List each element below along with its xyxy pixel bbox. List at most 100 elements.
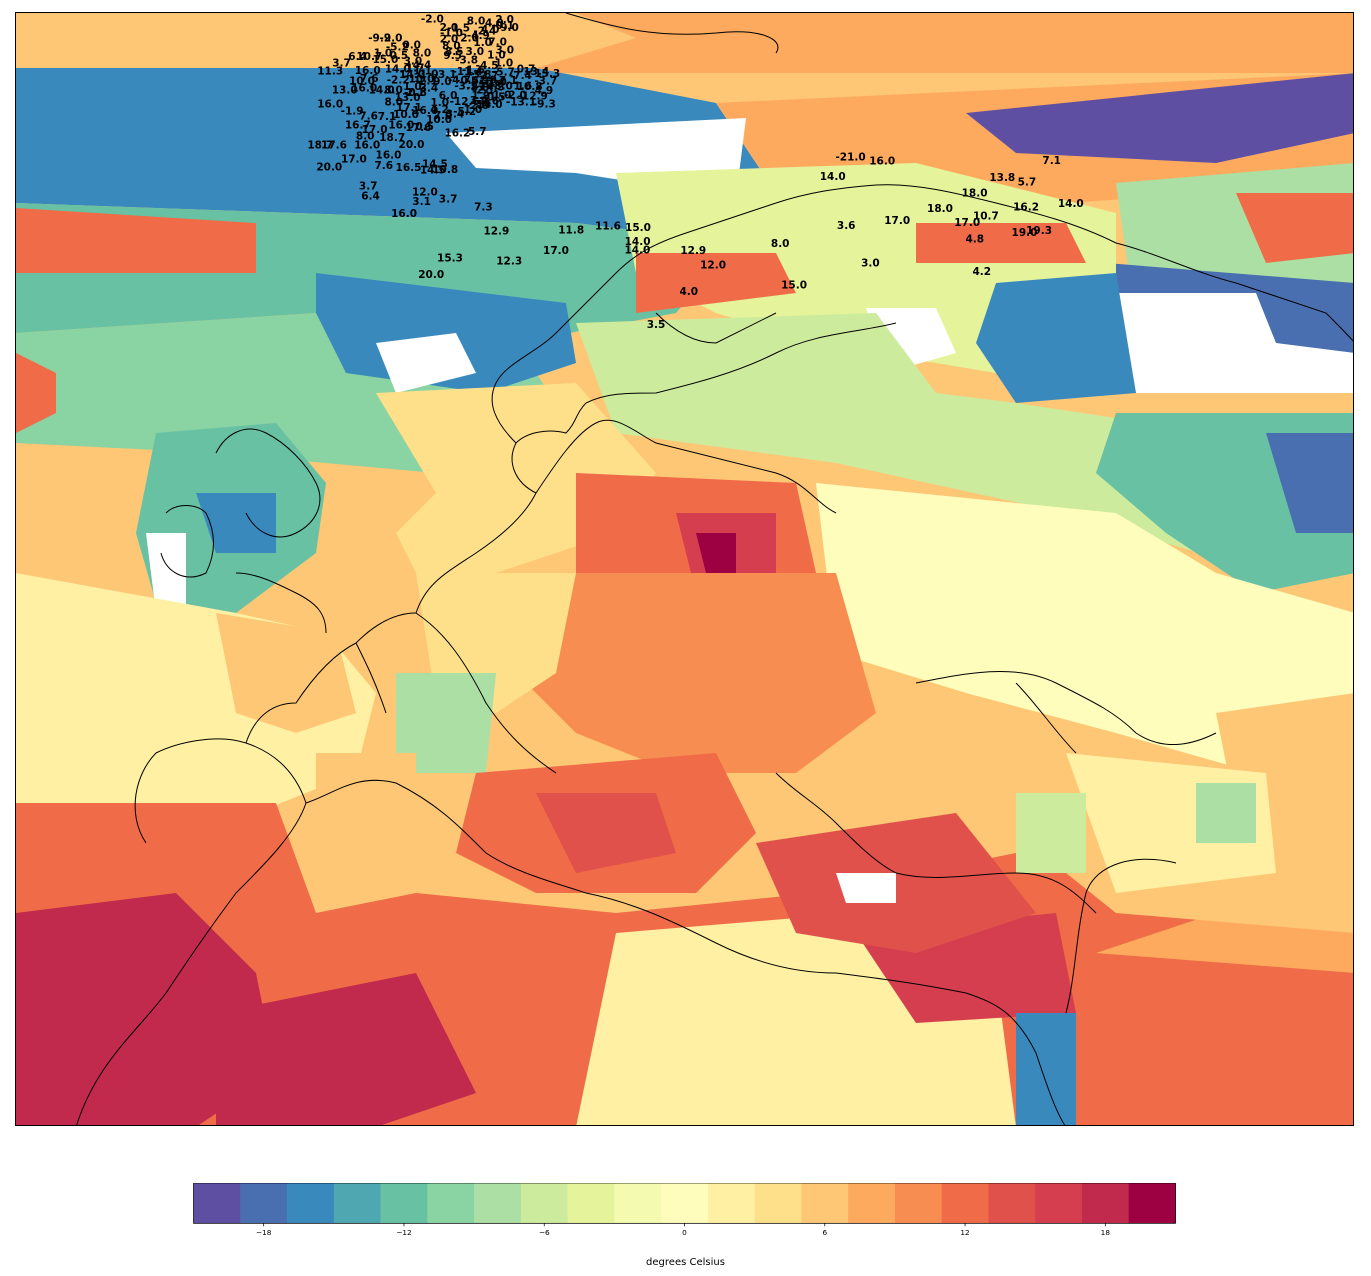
station-value: 14.0 bbox=[399, 69, 425, 81]
station-value: 16.0 bbox=[391, 208, 417, 220]
colorbar-cell bbox=[754, 1183, 802, 1224]
colorbar-tick-label: 18 bbox=[1101, 1228, 1111, 1237]
station-value: 8.0 bbox=[771, 238, 790, 250]
station-value: 4.2 bbox=[430, 104, 449, 116]
station-value: 17.0 bbox=[543, 245, 569, 257]
station-value: 8.0 bbox=[356, 130, 375, 142]
station-value: -2.0 bbox=[421, 13, 444, 25]
temperature-map: 2.0-1.5-2.02.0-1.02.01.02.08.08.59.5-3.8… bbox=[16, 13, 1353, 1125]
station-value: 7.0 bbox=[434, 110, 453, 122]
station-value: -2.0 bbox=[380, 32, 403, 44]
station-value: 7.6 bbox=[374, 160, 393, 172]
station-value: 10.0 bbox=[393, 109, 419, 121]
station-value: 17.0 bbox=[884, 215, 910, 227]
station-value: 3.0 bbox=[861, 258, 880, 270]
colorbar-cell bbox=[567, 1183, 615, 1224]
station-value: 16.0 bbox=[412, 105, 438, 117]
station-value: -3.7 bbox=[534, 76, 557, 88]
station-value: 15.0 bbox=[781, 279, 807, 291]
colorbar-cell bbox=[193, 1183, 241, 1224]
station-value: 0.0 bbox=[402, 39, 421, 51]
station-value: 7.0 bbox=[488, 37, 507, 49]
station-value: -14.3 bbox=[475, 81, 505, 93]
station-value: 14.0 bbox=[369, 84, 395, 96]
station-value: 18.0 bbox=[962, 187, 988, 199]
station-value: -1.9 bbox=[341, 106, 364, 118]
station-value: -5.2 bbox=[386, 42, 409, 54]
station-value: 7.6 bbox=[359, 110, 378, 122]
station-value: 10.7 bbox=[356, 51, 382, 63]
station-value: 4.4 bbox=[413, 60, 432, 72]
station-value: 1.0 bbox=[495, 58, 514, 70]
station-value: 4.9 bbox=[535, 85, 554, 97]
station-value: 12.3 bbox=[496, 256, 522, 268]
station-value: -4.5 bbox=[476, 60, 499, 72]
station-value: 4.0 bbox=[679, 286, 698, 298]
station-value: 8.0 bbox=[384, 96, 403, 108]
station-value: 8.0 bbox=[467, 15, 486, 27]
colorbar-cell bbox=[661, 1183, 709, 1224]
station-value: 11.6 bbox=[595, 221, 621, 233]
colorbar-cell bbox=[333, 1183, 381, 1224]
station-value: -12.6 bbox=[450, 96, 480, 108]
station-value: 18.0 bbox=[927, 203, 953, 215]
colorbar-cell bbox=[240, 1183, 288, 1224]
station-value: 3.5 bbox=[647, 319, 666, 331]
station-value: 7.6 bbox=[360, 73, 379, 85]
station-value: 3.0 bbox=[465, 46, 484, 58]
colorbar-cell bbox=[520, 1183, 568, 1224]
station-value: 6.0 bbox=[439, 90, 458, 102]
colorbar-cell bbox=[427, 1183, 475, 1224]
station-value: 16.0 bbox=[376, 149, 402, 161]
station-value: 1.0 bbox=[464, 104, 483, 116]
station-value: 7.3 bbox=[474, 201, 493, 213]
station-observations: 2.0-1.5-2.02.0-1.02.01.02.08.08.59.5-3.8… bbox=[307, 13, 1083, 331]
station-value: 9.5 bbox=[443, 50, 462, 62]
station-value: 1.9 bbox=[471, 90, 490, 102]
station-value: -5.3 bbox=[467, 75, 490, 87]
station-value: 16.0 bbox=[351, 83, 377, 95]
station-value: 4.0 bbox=[481, 24, 500, 36]
colorbar: −18 −12 −6 0 6 12 18 bbox=[193, 1183, 1176, 1237]
station-value: 2.7 bbox=[480, 70, 499, 82]
station-value: 16.0 bbox=[388, 120, 414, 132]
station-value: 16.5 bbox=[396, 162, 422, 174]
colorbar-tick-label: −6 bbox=[539, 1228, 550, 1237]
station-value: 12.0 bbox=[412, 187, 438, 199]
station-value: 12.0 bbox=[700, 260, 726, 272]
station-value: 0.7 bbox=[517, 63, 536, 75]
station-value: 12.9 bbox=[680, 245, 706, 257]
station-value: 19.3 bbox=[1026, 225, 1052, 237]
station-value: 0.5 bbox=[390, 50, 409, 62]
station-value: 1.0 bbox=[374, 48, 393, 60]
station-value: 2.0 bbox=[460, 33, 479, 45]
station-value: 7.1 bbox=[1042, 155, 1061, 167]
station-value: 1.0 bbox=[430, 97, 449, 109]
station-value: 17.6 bbox=[321, 140, 347, 152]
station-value: 13.0 bbox=[332, 84, 358, 96]
station-value: 8.0 bbox=[384, 84, 403, 96]
station-value: 14.0 bbox=[820, 171, 846, 183]
station-value: 8.0 bbox=[442, 40, 461, 52]
station-value: 3.6 bbox=[837, 220, 856, 232]
station-value: 15.3 bbox=[534, 68, 560, 80]
station-value: 15.0 bbox=[625, 222, 651, 234]
station-value: -0.4 bbox=[456, 75, 479, 87]
station-value: 10.0 bbox=[426, 114, 452, 126]
station-value: -12.9 bbox=[518, 90, 548, 102]
station-value: -5.2 bbox=[453, 106, 476, 118]
colorbar-cell bbox=[848, 1183, 896, 1224]
station-value: -3.8 bbox=[455, 54, 478, 66]
station-value: 0.5 bbox=[415, 121, 434, 133]
station-value: 4.0 bbox=[485, 17, 504, 29]
station-value: 4.8 bbox=[965, 234, 984, 246]
colorbar-cell bbox=[707, 1183, 756, 1224]
station-value: 11.3 bbox=[317, 66, 343, 78]
station-value: 10.8 bbox=[517, 81, 543, 93]
station-value: -7.1 bbox=[495, 75, 518, 87]
colorbar-tick-label: −18 bbox=[256, 1228, 272, 1237]
colorbar-cell bbox=[1081, 1183, 1130, 1224]
station-value: 14.0 bbox=[477, 99, 503, 111]
station-value: -0.5 bbox=[483, 92, 506, 104]
station-value: 8.5 bbox=[445, 46, 464, 58]
